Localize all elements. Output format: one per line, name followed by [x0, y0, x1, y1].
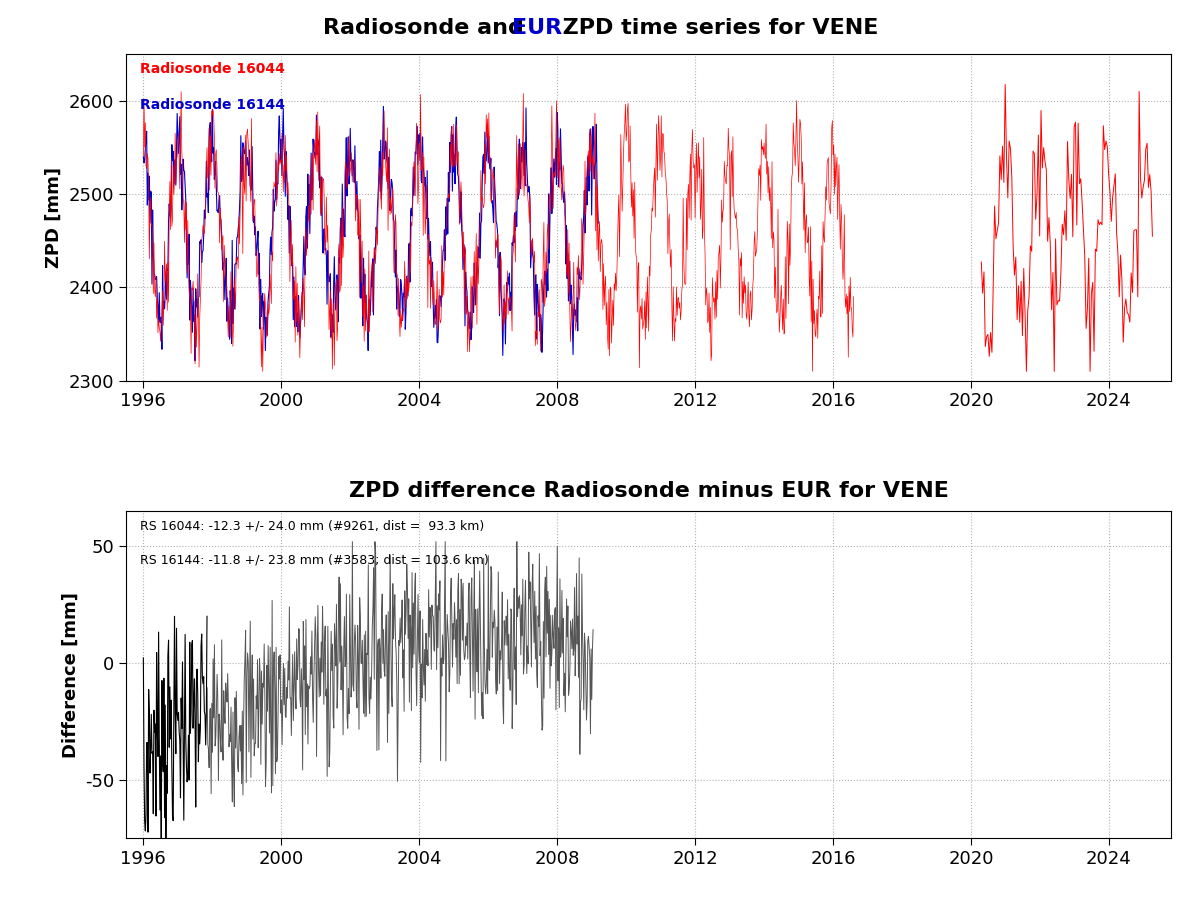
Text: RS 16044: -12.3 +/- 24.0 mm (#9261, dist =  93.3 km): RS 16044: -12.3 +/- 24.0 mm (#9261, dist…: [139, 520, 484, 532]
Text: RS 16144: -11.8 +/- 23.8 mm (#3583; dist = 103.6 km): RS 16144: -11.8 +/- 23.8 mm (#3583; dist…: [139, 554, 489, 567]
Title: ZPD difference Radiosonde minus EUR for VENE: ZPD difference Radiosonde minus EUR for …: [348, 481, 949, 502]
Text: Radiosonde and     ZPD time series for VENE: Radiosonde and ZPD time series for VENE: [323, 18, 878, 38]
Text: Radiosonde 16144: Radiosonde 16144: [139, 98, 285, 112]
Text: EUR: EUR: [512, 18, 562, 38]
Text: Radiosonde 16044: Radiosonde 16044: [139, 62, 285, 77]
Y-axis label: ZPD [mm]: ZPD [mm]: [46, 167, 64, 268]
Y-axis label: Difference [mm]: Difference [mm]: [61, 592, 79, 758]
